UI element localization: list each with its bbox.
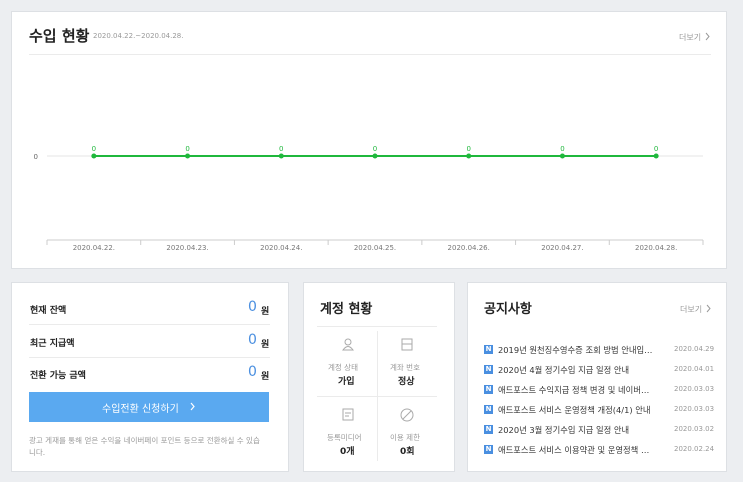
badge: N bbox=[484, 385, 493, 394]
row-unit: 원 bbox=[261, 307, 270, 317]
notice-text[interactable]: 2020년 4월 정기수입 지급 일정 안내 bbox=[498, 365, 630, 375]
cell-label: 이용 제한 bbox=[390, 433, 420, 442]
chevron bbox=[190, 402, 195, 411]
notice-text[interactable]: 2020년 3월 정기수입 지급 일정 안내 bbox=[498, 425, 630, 435]
notice-date: 2020.04.01 bbox=[674, 365, 715, 373]
notice-date: 2020.04.29 bbox=[674, 345, 715, 353]
notice-date: 2020.03.03 bbox=[674, 405, 715, 413]
chevron bbox=[705, 32, 710, 41]
note: 광고 게재를 통해 얻은 수익을 네이버페이 포인트 등으로 전환하실 수 있습… bbox=[29, 436, 260, 457]
cell-label: 등록미디어 bbox=[327, 433, 362, 442]
divider bbox=[29, 54, 711, 55]
row-value: 0 bbox=[248, 299, 257, 315]
row-label: 전환 가능 금액 bbox=[30, 371, 86, 381]
badge: N bbox=[484, 405, 493, 414]
cell-value: 0개 bbox=[340, 447, 355, 457]
row-unit: 원 bbox=[261, 372, 270, 382]
notice-card: 공지사항 더보기 N 2019년 원천징수영수증 조회 방법 안내입… 2020.0… bbox=[467, 282, 727, 472]
icon bbox=[400, 408, 414, 422]
notice-text[interactable]: 애드포스트 수익지급 정책 변경 및 네이버… bbox=[498, 385, 650, 395]
row-label: 최근 지급액 bbox=[30, 339, 75, 349]
more-link[interactable]: 더보기 bbox=[679, 33, 702, 42]
cell-value: 가입 bbox=[338, 377, 355, 387]
button-label[interactable]: 수입전환 신청하기 bbox=[102, 404, 179, 415]
row-value: 0 bbox=[248, 332, 257, 348]
convert-button[interactable] bbox=[29, 392, 269, 422]
row-unit: 원 bbox=[261, 340, 270, 350]
revenue-title: 수입 현황 bbox=[29, 27, 90, 45]
badge: N bbox=[484, 425, 493, 434]
divider bbox=[29, 357, 270, 358]
cell-value: 정상 bbox=[398, 377, 415, 387]
badge: N bbox=[484, 365, 493, 374]
icon bbox=[342, 408, 354, 421]
badge: N bbox=[484, 445, 493, 454]
icon bbox=[342, 338, 354, 351]
revenue-card: 수입 현황 2020.04.22.~2020.04.28. 더보기 bbox=[11, 11, 727, 269]
icon bbox=[401, 338, 413, 351]
account-card: 계정 현황 계정 상태 가입 계좌 번호 정상 등록미디어 0개 이용 제한 0… bbox=[303, 282, 455, 472]
notice-date: 2020.03.02 bbox=[674, 425, 715, 433]
cell-label: 계정 상태 bbox=[328, 363, 358, 372]
cell-value: 0회 bbox=[400, 447, 415, 457]
notice-title: 공지사항 bbox=[484, 302, 532, 317]
divider bbox=[317, 326, 437, 327]
more-link[interactable]: 더보기 bbox=[680, 305, 703, 314]
account-title: 계정 현황 bbox=[320, 302, 373, 317]
period: 2020.04.22.~2020.04.28. bbox=[93, 32, 184, 40]
notice-date: 2020.03.03 bbox=[674, 385, 715, 393]
cell-label: 계좌 번호 bbox=[390, 363, 420, 372]
notice-text[interactable]: 애드포스트 서비스 운영정책 개정(4/1) 안내 bbox=[498, 405, 651, 415]
chevron bbox=[706, 304, 711, 313]
balance-card: 현재 잔액 0 원 최근 지급액 0 원 전환 가능 금액 0 원 수입전환 신… bbox=[11, 282, 289, 472]
badge: N bbox=[484, 345, 493, 354]
row-label: 현재 잔액 bbox=[30, 306, 67, 316]
notice-text[interactable]: 2019년 원천징수영수증 조회 방법 안내입… bbox=[498, 345, 653, 355]
notice-date: 2020.02.24 bbox=[674, 445, 715, 453]
divider bbox=[317, 396, 437, 397]
row-value: 0 bbox=[248, 364, 257, 380]
divider bbox=[29, 324, 270, 325]
notice-text[interactable]: 애드포스트 서비스 이용약관 및 운영정책 … bbox=[498, 445, 650, 455]
